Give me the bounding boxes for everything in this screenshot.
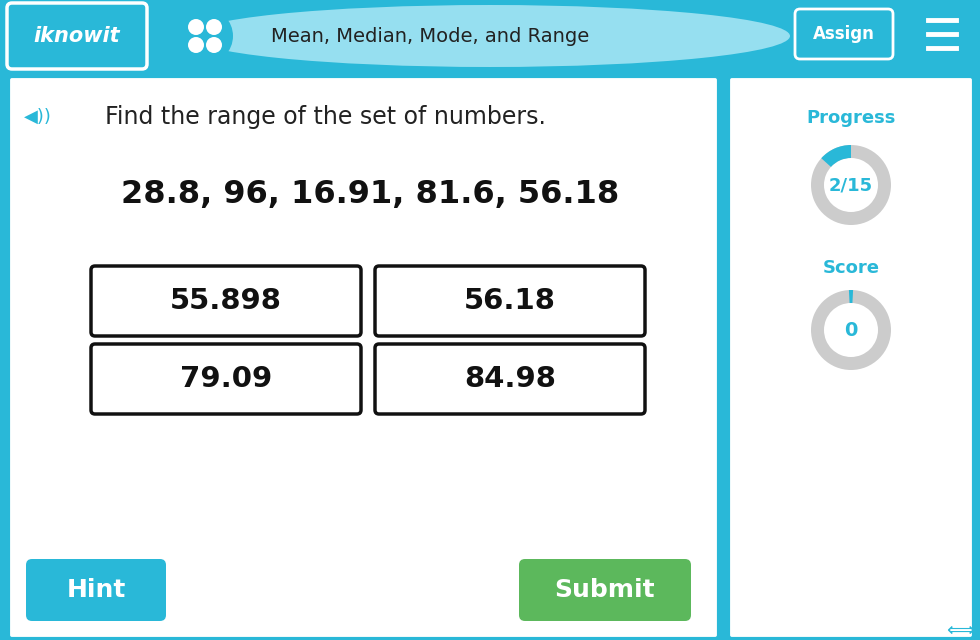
Circle shape (188, 19, 204, 35)
Text: 55.898: 55.898 (171, 287, 282, 315)
Text: Mean, Median, Mode, and Range: Mean, Median, Mode, and Range (270, 26, 589, 45)
FancyBboxPatch shape (91, 266, 361, 336)
Text: Submit: Submit (555, 578, 656, 602)
Wedge shape (811, 290, 891, 370)
Text: Score: Score (822, 259, 879, 277)
Text: Find the range of the set of numbers.: Find the range of the set of numbers. (105, 105, 546, 129)
Text: Assign: Assign (813, 25, 875, 43)
FancyBboxPatch shape (26, 559, 166, 621)
Circle shape (177, 8, 233, 64)
Ellipse shape (190, 5, 790, 67)
Text: 28.8, 96, 16.91, 81.6, 56.18: 28.8, 96, 16.91, 81.6, 56.18 (121, 179, 619, 211)
FancyBboxPatch shape (7, 3, 147, 69)
Text: 0: 0 (845, 321, 858, 339)
FancyBboxPatch shape (519, 559, 691, 621)
Circle shape (206, 19, 222, 35)
Text: 79.09: 79.09 (180, 365, 272, 393)
FancyBboxPatch shape (728, 76, 974, 639)
Wedge shape (821, 145, 851, 167)
Text: 84.98: 84.98 (465, 365, 556, 393)
FancyBboxPatch shape (8, 76, 719, 639)
Text: iknowit: iknowit (33, 26, 121, 46)
FancyBboxPatch shape (0, 0, 980, 72)
Text: Progress: Progress (807, 109, 896, 127)
Circle shape (188, 37, 204, 53)
Wedge shape (849, 290, 854, 303)
Text: Hint: Hint (67, 578, 125, 602)
Text: ⟺: ⟺ (946, 621, 974, 639)
Text: ◀)): ◀)) (24, 108, 52, 126)
Wedge shape (811, 145, 891, 225)
Text: 56.18: 56.18 (465, 287, 556, 315)
Text: 2/15: 2/15 (829, 176, 873, 194)
Circle shape (206, 37, 222, 53)
FancyBboxPatch shape (375, 266, 645, 336)
FancyBboxPatch shape (91, 344, 361, 414)
FancyBboxPatch shape (375, 344, 645, 414)
